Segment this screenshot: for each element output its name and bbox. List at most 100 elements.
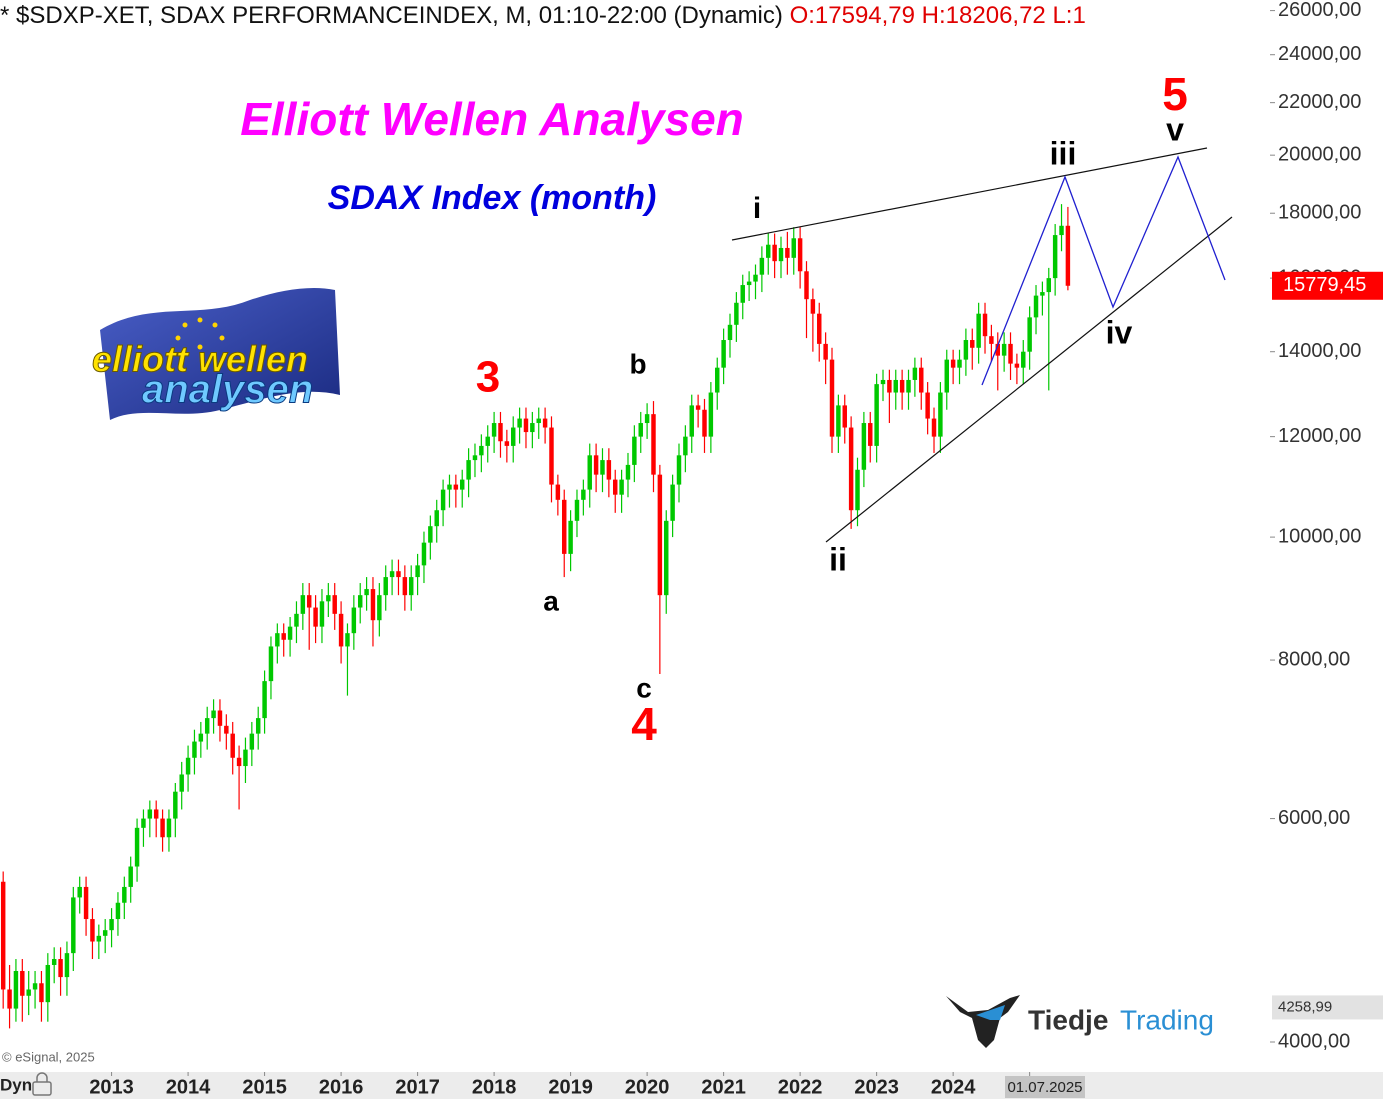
candle-body	[166, 818, 172, 838]
logo-stars	[175, 317, 225, 350]
candle-body	[147, 809, 153, 819]
candle-body	[568, 520, 573, 554]
y-tick-label: 8000,00	[1278, 648, 1350, 670]
wave-label: i	[753, 192, 761, 225]
candle-body	[243, 749, 248, 767]
candle-body	[396, 571, 401, 578]
candle-body	[71, 897, 76, 954]
x-tick-label: 2024	[931, 1076, 976, 1098]
candle-body	[204, 718, 210, 734]
candle-body	[1027, 317, 1032, 352]
candle-body	[746, 281, 752, 286]
candle-body	[268, 646, 274, 682]
candle-body	[510, 427, 516, 446]
symbol: * $SDXP-XET, SDAX PERFORMANCEINDEX, M, 0…	[0, 2, 783, 29]
candle-body	[115, 902, 121, 920]
candle-body	[370, 589, 376, 621]
candle-body	[421, 542, 427, 566]
candle-body	[1052, 235, 1058, 279]
candle-body	[925, 392, 930, 419]
candle-body	[459, 479, 465, 490]
subtitle: SDAX Index (month)	[328, 179, 657, 217]
candle-body	[357, 595, 363, 608]
y-tick-label: 20000,00	[1278, 143, 1361, 165]
ohlc-open: O:17594,79	[789, 2, 915, 29]
candle-body	[938, 392, 943, 437]
candle-body	[753, 274, 758, 282]
upper-trendline	[731, 147, 1208, 241]
candle-body	[982, 313, 988, 337]
candle-body	[122, 886, 127, 903]
x-tick-label: 2018	[472, 1076, 517, 1098]
candle-body	[408, 577, 414, 596]
price-box	[1272, 271, 1383, 300]
price-labels: 15779,45 4258,99	[1272, 271, 1383, 1020]
candle-body	[45, 964, 51, 1003]
cursor-box	[1005, 1076, 1085, 1098]
candle-body	[306, 595, 312, 608]
wave-label: iv	[1106, 314, 1133, 350]
candle-body	[638, 423, 643, 437]
candle-body	[109, 919, 114, 931]
y-tick-label: 22000,00	[1278, 91, 1361, 113]
tiedje-logo: Tiedje Trading	[946, 995, 1214, 1048]
candle-body	[453, 484, 459, 490]
candle-body	[498, 423, 503, 442]
candle-body	[20, 971, 25, 996]
candle-body	[1014, 363, 1020, 368]
logo-text: analysen	[142, 368, 313, 412]
candle-body	[313, 607, 318, 627]
candle-body	[1033, 295, 1039, 318]
candle-body	[383, 577, 388, 596]
candle-body	[198, 733, 204, 742]
candle-body	[51, 959, 57, 965]
candle-body	[128, 866, 133, 887]
candle-body	[670, 484, 675, 521]
candle-body	[491, 423, 497, 437]
candle-body	[542, 418, 548, 428]
wave-label: a	[543, 585, 559, 616]
x-tick-label: 2022	[778, 1076, 823, 1098]
wave-label: v	[1166, 111, 1184, 147]
candle-body	[600, 460, 605, 475]
candle-body	[32, 983, 38, 990]
candle-body	[587, 455, 592, 490]
candle-body	[944, 359, 949, 393]
x-tick-label: 2016	[319, 1076, 364, 1098]
candle-body	[472, 455, 478, 461]
candle-body	[485, 436, 490, 446]
y-tick-label: 18000,00	[1278, 202, 1361, 224]
candle-body	[1059, 225, 1064, 236]
projection	[981, 155, 1226, 386]
brand-text: Trading	[1120, 1004, 1214, 1035]
y-tick-label: 10000,00	[1278, 525, 1361, 547]
mode: Dyn	[0, 1075, 32, 1094]
candle-body	[861, 423, 867, 470]
candle-body	[708, 392, 714, 437]
candle-body	[134, 827, 140, 867]
wave-label: iii	[1050, 135, 1077, 171]
candle-body	[899, 379, 905, 393]
candle-body	[517, 418, 522, 428]
source: © eSignal, 2025	[2, 1049, 95, 1064]
candle-body	[96, 935, 102, 942]
candle-body	[644, 414, 650, 424]
candle-body	[102, 930, 108, 936]
wave-label: ii	[829, 541, 847, 577]
candle-body	[880, 379, 886, 385]
candle-body	[632, 436, 637, 465]
candle-body	[13, 971, 19, 1009]
candle-body	[887, 379, 892, 393]
candle-body	[179, 774, 184, 792]
wave-label: 5	[1162, 68, 1188, 120]
candle-body	[1021, 351, 1026, 368]
candle-body	[931, 418, 937, 437]
candle-body	[402, 577, 408, 596]
candle-body	[613, 479, 618, 495]
candle-body	[842, 405, 847, 428]
candle-body	[236, 757, 242, 767]
candle-body	[447, 484, 452, 490]
title: Elliott Wellen Analysen	[240, 93, 744, 145]
candle-body	[26, 989, 31, 996]
